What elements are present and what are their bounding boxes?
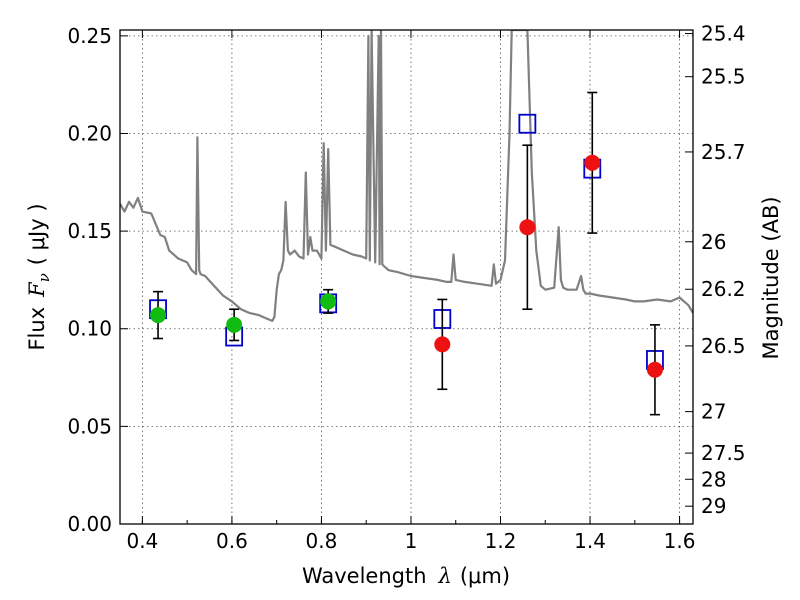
observed-flux-point <box>320 293 337 310</box>
y-tick-label: 0.05 <box>67 414 112 438</box>
observed-flux-point <box>584 154 601 171</box>
mag-tick-label: 26.2 <box>701 277 746 301</box>
y-tick-label: 0.10 <box>67 317 112 341</box>
mag-tick-label: 29 <box>701 494 726 518</box>
x-axis-label-unit: (μm) <box>460 564 510 588</box>
x-axis-label-symbol: λ <box>438 564 452 588</box>
plot-frame <box>119 29 694 525</box>
observed-flux-point <box>150 307 167 324</box>
mag-tick-label: 27.5 <box>701 441 746 465</box>
x-axis-label: Wavelength λ (μm) <box>302 564 510 588</box>
mag-tick-label: 26 <box>701 230 726 254</box>
y-tick-label: 0.15 <box>67 219 112 243</box>
observed-flux-point <box>226 316 243 333</box>
y-tick-label: 0.00 <box>67 512 112 536</box>
x-tick-label: 0.6 <box>216 529 248 553</box>
mag-tick-label: 25.5 <box>701 65 746 89</box>
y-tick-label: 0.20 <box>67 121 112 145</box>
x-tick-label: 0.8 <box>306 529 338 553</box>
spectrum-line <box>120 30 693 322</box>
mag-tick-label: 25.4 <box>701 22 746 46</box>
y-axis-label-text: Flux <box>25 307 49 351</box>
y-axis-label-subscript: ν <box>35 273 53 282</box>
x-tick-label: 1 <box>405 529 418 553</box>
model-photometry-square <box>518 113 537 134</box>
observed-flux-point <box>434 336 451 353</box>
mag-tick-label: 27 <box>701 400 726 424</box>
y-tick-label: 0.25 <box>67 24 112 48</box>
x-axis-label-text: Wavelength <box>302 564 427 588</box>
plot-area <box>120 30 693 416</box>
x-tick-label: 1.4 <box>574 529 606 553</box>
y2-axis-label: Magnitude (AB) <box>759 196 783 359</box>
y-axis-label-unit: ( μJy ) <box>25 203 49 265</box>
mag-tick-label: 28 <box>701 467 726 491</box>
x-tick-label: 1.6 <box>664 529 696 553</box>
y-axis-label: Flux Fν ( μJy ) <box>25 203 53 350</box>
grid-lines <box>120 30 693 525</box>
mag-tick-label: 25.7 <box>701 140 746 164</box>
x-tick-label: 0.4 <box>126 529 158 553</box>
axis-ticks: 0.4 0.6 0.8 1 1.2 1.4 1.6 0.00 0.05 0.10 0.15 0.20 0… <box>67 22 745 553</box>
y-axis-label-symbol: F <box>25 281 49 298</box>
x-tick-label: 1.2 <box>485 529 517 553</box>
observed-flux-point <box>646 361 663 378</box>
observed-flux-point <box>519 219 536 236</box>
mag-tick-label: 26.5 <box>701 334 746 358</box>
